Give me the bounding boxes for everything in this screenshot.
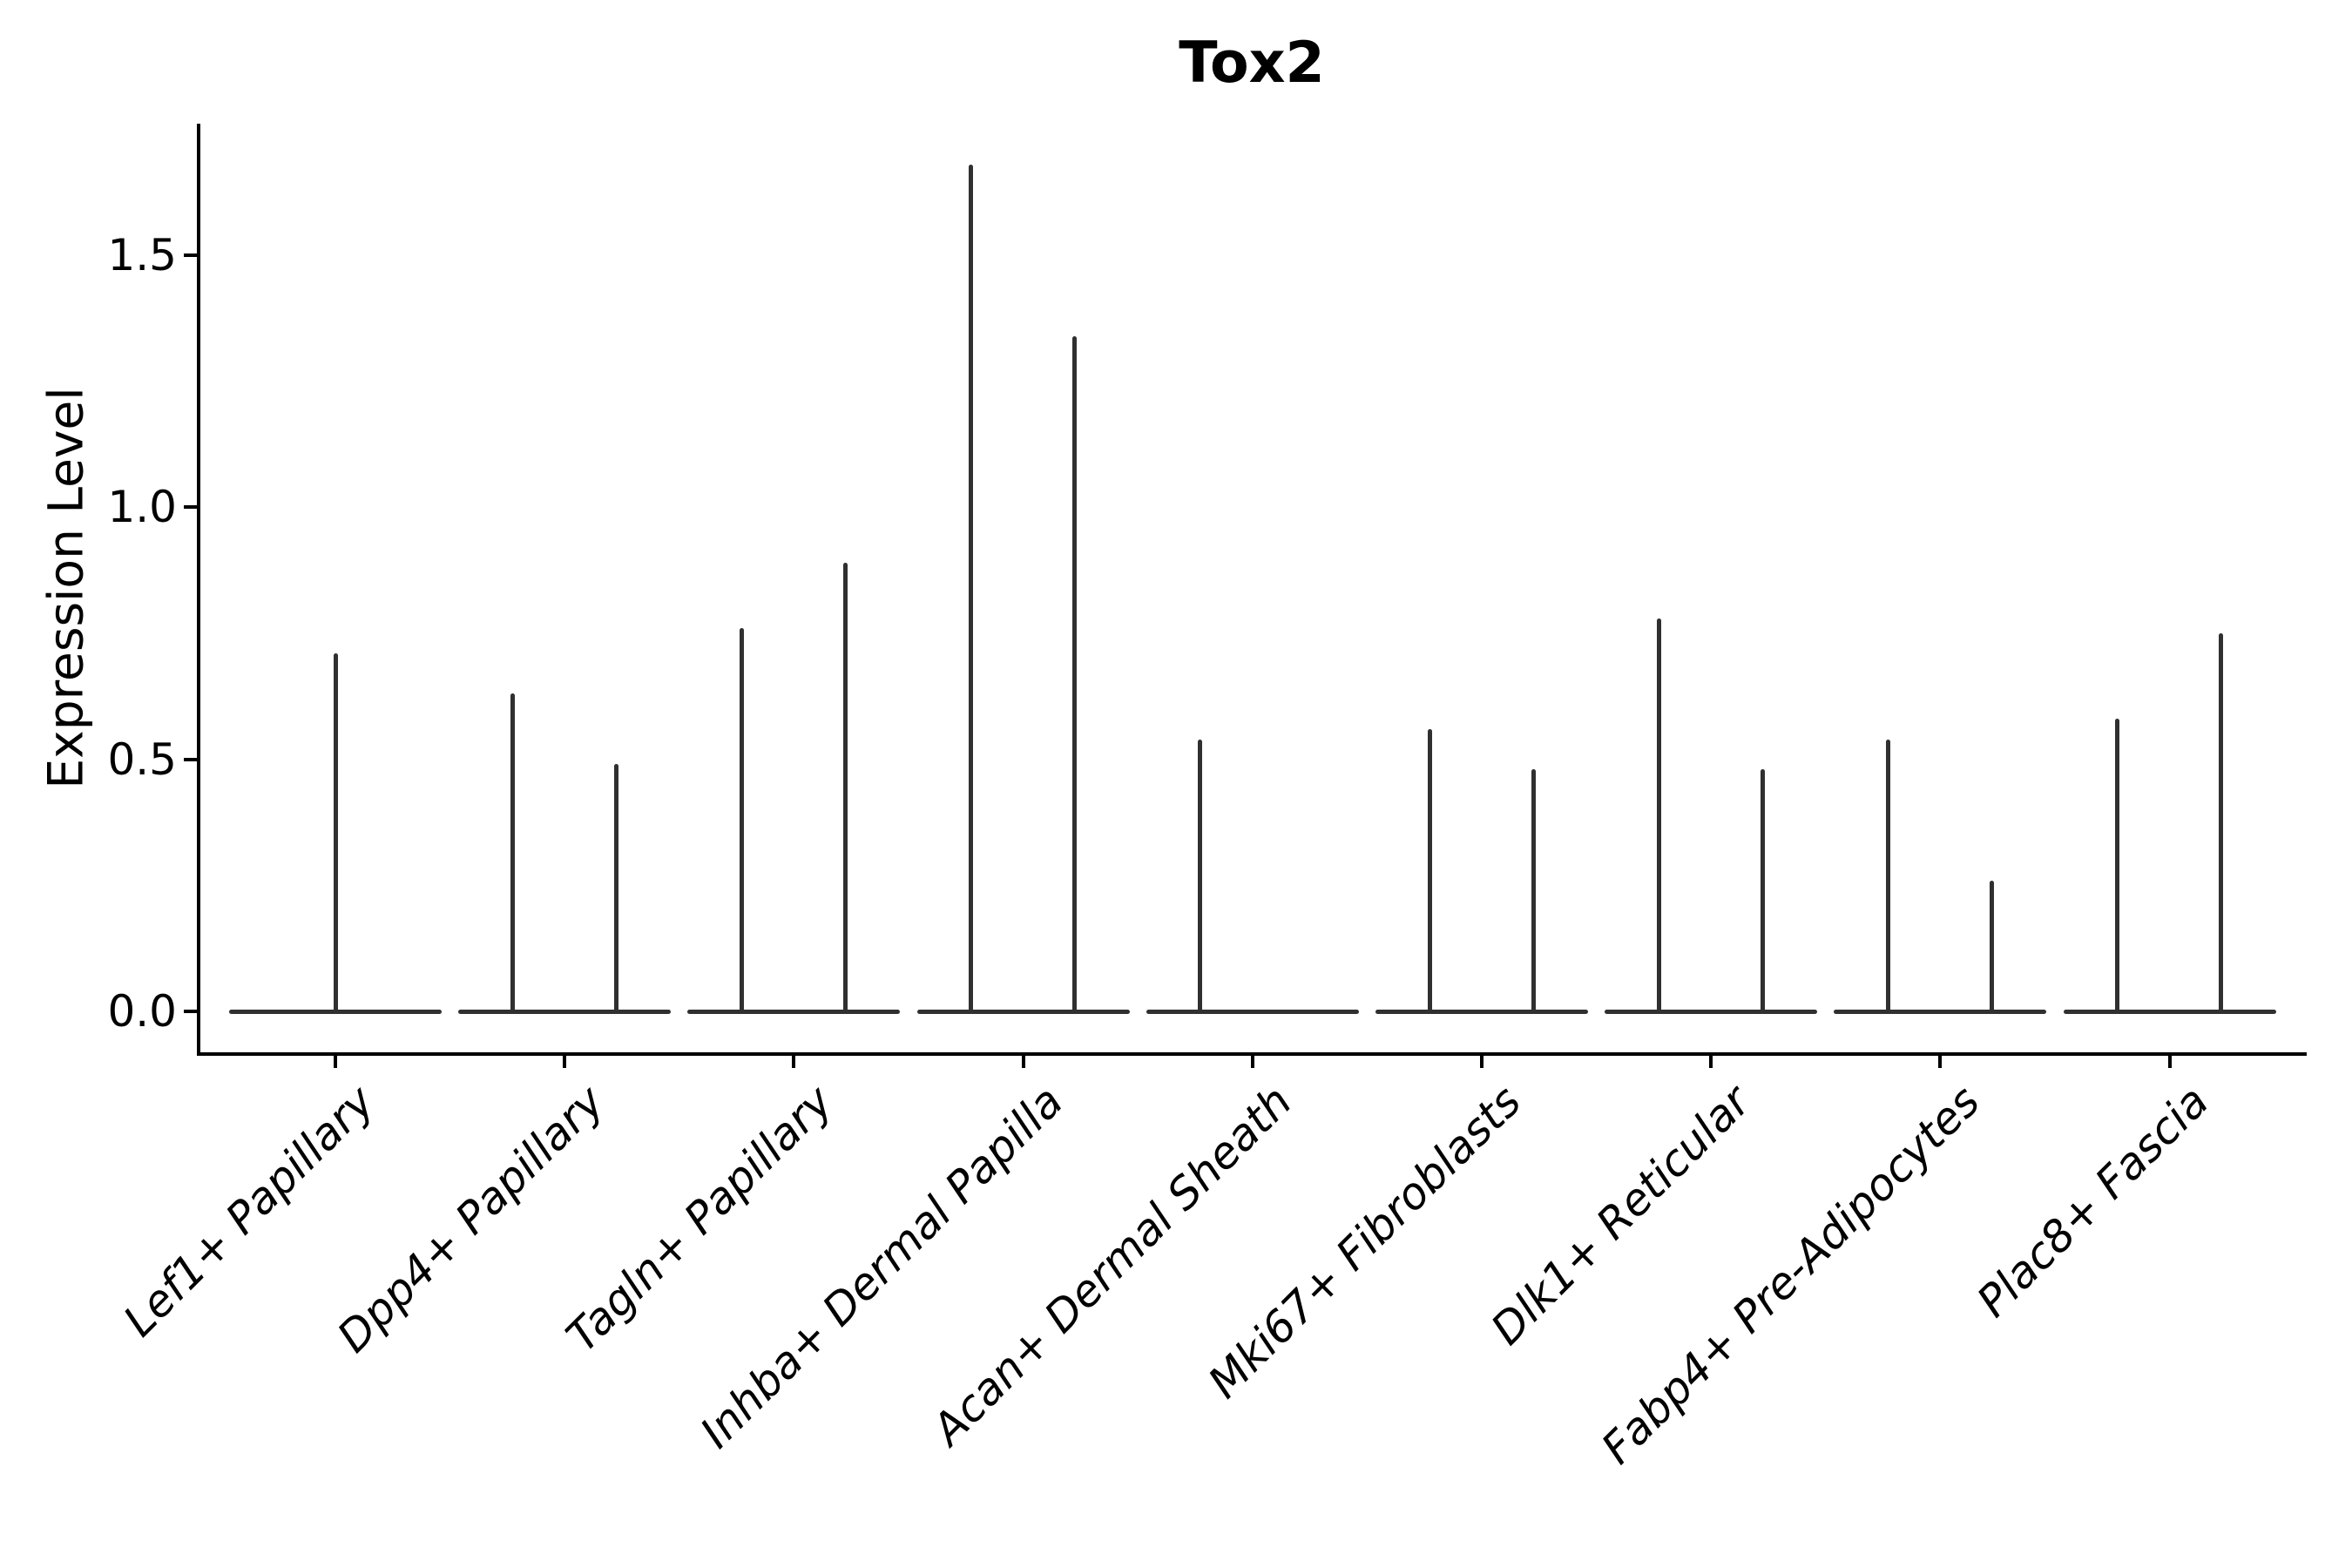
violin-spike <box>969 164 974 1014</box>
y-axis-label: Expression Level <box>37 387 94 789</box>
y-tick-label: 1.5 <box>107 229 177 280</box>
violin-spike <box>1531 769 1536 1014</box>
x-tick-mark <box>563 1054 567 1068</box>
violin-spike <box>1656 618 1661 1014</box>
violin-spike <box>613 764 618 1014</box>
x-tick-mark <box>334 1054 337 1068</box>
y-tick-label: 0.5 <box>107 733 177 785</box>
violin-spike <box>1198 739 1203 1014</box>
violin-baseline <box>1605 1009 1818 1014</box>
violin-spike <box>739 628 744 1014</box>
violin-spike <box>2219 632 2224 1014</box>
y-tick-mark <box>184 757 197 761</box>
violin-spike <box>1760 769 1765 1014</box>
x-tick-label: Fabp4+ Pre-Adipocytes <box>1592 1076 1990 1474</box>
violin-baseline <box>458 1009 672 1014</box>
y-tick-mark <box>184 253 197 257</box>
violin-spike <box>333 653 338 1014</box>
violin-spike <box>2115 719 2120 1014</box>
violin-baseline <box>2063 1009 2276 1014</box>
violin-spike <box>842 562 848 1014</box>
x-tick-mark <box>1250 1054 1254 1068</box>
x-tick-label: Lef1+ Papillary <box>113 1076 385 1347</box>
y-tick-label: 0.0 <box>107 986 177 1037</box>
violin-baseline <box>1146 1009 1359 1014</box>
x-tick-mark <box>1938 1054 1943 1068</box>
violin-baseline <box>1375 1009 1588 1014</box>
y-axis-spine <box>197 124 200 1054</box>
violin-baseline <box>687 1009 901 1014</box>
violin-spike <box>1427 728 1432 1014</box>
y-tick-mark <box>184 1010 197 1013</box>
x-tick-mark <box>792 1054 796 1068</box>
x-tick-label: Dlk1+ Reticular <box>1481 1076 1761 1355</box>
violin-spike <box>1989 880 1994 1014</box>
violin-spike <box>510 693 515 1014</box>
violin-baseline <box>1834 1009 2047 1014</box>
violin-spike <box>1072 335 1078 1014</box>
plot-title: Tox2 <box>1179 30 1325 96</box>
y-tick-label: 1.0 <box>107 482 177 533</box>
x-tick-label: Plac8+ Fascia <box>1967 1076 2219 1328</box>
y-tick-mark <box>184 505 197 510</box>
x-tick-mark <box>1021 1054 1025 1068</box>
x-tick-mark <box>2167 1054 2172 1068</box>
violin-spike <box>1885 739 1890 1014</box>
x-tick-mark <box>1709 1054 1713 1068</box>
violin-baseline <box>916 1009 1130 1014</box>
x-tick-mark <box>1480 1054 1484 1068</box>
